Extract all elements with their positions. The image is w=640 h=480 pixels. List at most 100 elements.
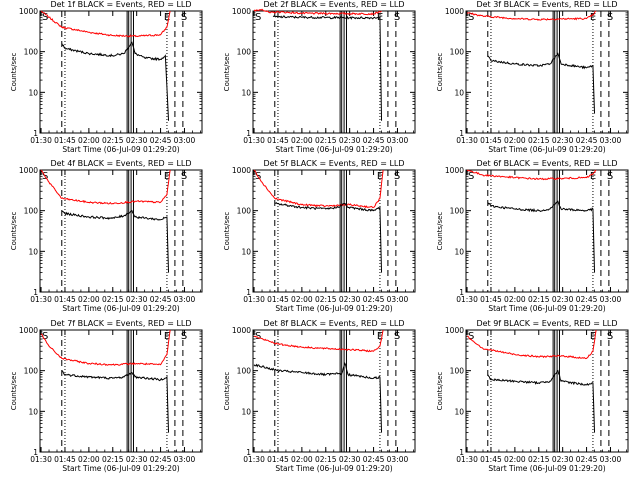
x-tick-label: 03:00 [387, 295, 409, 304]
detector-panel: Det 3f BLACK = Events, RED = LLD 1 10 100 10… [436, 0, 629, 154]
panel-title: Det 6f BLACK = Events, RED = LLD [476, 159, 617, 168]
x-tick-label: 01:45 [480, 295, 502, 304]
y-tick-label: 100 [237, 367, 252, 376]
y-tick-label: 1000 [445, 166, 464, 175]
x-tick-label: 02:30 [126, 295, 148, 304]
marker-e: E [377, 331, 383, 342]
y-tick-label: 10 [241, 247, 251, 256]
y-tick-label: 100 [24, 367, 39, 376]
x-tick-label: 02:00 [291, 455, 313, 464]
marker-s-right: S [181, 12, 187, 23]
x-axis-label: Start Time (06-Jul-09 01:29:20) [275, 145, 392, 154]
y-tick-label: 1000 [445, 7, 464, 16]
y-tick-label: 1 [246, 448, 251, 457]
x-axis-label: Start Time (06-Jul-09 01:29:20) [488, 145, 605, 154]
marker-s-left: S [255, 12, 261, 23]
x-tick-label: 02:45 [576, 136, 598, 145]
x-tick-label: 01:30 [456, 455, 478, 464]
x-tick-label: 02:45 [150, 136, 172, 145]
y-tick-label: 1000 [445, 326, 464, 335]
y-tick-label: 1 [246, 129, 251, 138]
marker-e: E [590, 171, 596, 182]
y-tick-label: 1 [459, 288, 464, 297]
marker-e: E [377, 171, 383, 182]
detector-panel: Det 4f BLACK = Events, RED = LLD 1 10 100 10… [10, 159, 203, 313]
y-tick-label: 100 [450, 367, 465, 376]
y-axis-label: Counts/sec [10, 53, 18, 92]
x-tick-label: 02:00 [291, 136, 313, 145]
x-axis-label: Start Time (06-Jul-09 01:29:20) [62, 304, 179, 313]
y-tick-label: 10 [454, 407, 464, 416]
y-tick-label: 1000 [232, 7, 251, 16]
x-tick-label: 02:00 [504, 136, 526, 145]
events-series-line [272, 15, 383, 121]
y-axis-label: Counts/sec [436, 212, 444, 251]
y-tick-label: 100 [450, 207, 465, 216]
y-tick-label: 1000 [19, 326, 38, 335]
y-tick-label: 10 [454, 247, 464, 256]
lld-series-line [467, 329, 597, 360]
lld-series-line [253, 329, 384, 353]
x-tick-label: 01:30 [456, 295, 478, 304]
x-tick-label: 02:30 [339, 455, 361, 464]
y-tick-label: 100 [24, 48, 39, 57]
events-series-line [253, 362, 383, 433]
y-tick-label: 10 [241, 88, 251, 97]
x-tick-label: 01:30 [243, 136, 265, 145]
x-tick-label: 02:00 [504, 295, 526, 304]
marker-s-right: S [607, 12, 613, 23]
y-axis-label: Counts/sec [10, 372, 18, 411]
x-tick-label: 02:15 [315, 455, 337, 464]
x-tick-label: 02:45 [363, 295, 385, 304]
x-tick-label: 02:30 [552, 295, 574, 304]
events-series-line [61, 370, 170, 433]
y-tick-label: 1 [459, 129, 464, 138]
y-tick-label: 1 [33, 288, 38, 297]
x-tick-label: 02:30 [552, 455, 574, 464]
x-axis-label: Start Time (06-Jul-09 01:29:20) [275, 304, 392, 313]
x-axis-label: Start Time (06-Jul-09 01:29:20) [62, 464, 179, 473]
lld-series-line [253, 169, 384, 209]
y-tick-label: 1000 [19, 166, 38, 175]
x-tick-label: 03:00 [387, 136, 409, 145]
marker-s-right: S [181, 331, 187, 342]
marker-s-right: S [394, 171, 400, 182]
marker-s-left: S [42, 331, 48, 342]
x-tick-label: 02:45 [363, 136, 385, 145]
y-tick-label: 1000 [232, 326, 251, 335]
panel-title: Det 8f BLACK = Events, RED = LLD [263, 319, 404, 328]
y-axis-label: Counts/sec [10, 212, 18, 251]
x-axis-label: Start Time (06-Jul-09 01:29:20) [62, 145, 179, 154]
x-tick-label: 02:00 [78, 295, 100, 304]
x-tick-label: 02:45 [150, 455, 172, 464]
marker-s-right: S [181, 171, 187, 182]
x-tick-label: 02:30 [126, 136, 148, 145]
marker-e: E [164, 171, 170, 182]
x-tick-label: 03:00 [600, 136, 622, 145]
y-tick-label: 10 [454, 88, 464, 97]
x-tick-label: 01:30 [30, 295, 52, 304]
y-tick-label: 1 [246, 288, 251, 297]
y-axis-label: Counts/sec [436, 53, 444, 92]
x-tick-label: 02:00 [78, 455, 100, 464]
lld-series-line [466, 10, 597, 21]
y-axis-label: Counts/sec [223, 53, 231, 92]
detector-panel: Det 2f BLACK = Events, RED = LLD 1 10 100 10… [223, 0, 416, 154]
x-tick-label: 02:15 [315, 136, 337, 145]
detector-panel: Det 7f BLACK = Events, RED = LLD 1 10 100 10… [10, 319, 203, 473]
panel-title: Det 3f BLACK = Events, RED = LLD [476, 0, 617, 9]
marker-s-left: S [468, 331, 474, 342]
events-series-line [61, 210, 170, 273]
x-tick-label: 02:30 [339, 136, 361, 145]
lld-series-line [466, 169, 597, 181]
y-tick-label: 10 [28, 407, 38, 416]
marker-s-left: S [468, 12, 474, 23]
x-tick-label: 02:45 [363, 455, 385, 464]
events-series-line [487, 52, 596, 114]
x-tick-label: 02:15 [102, 136, 124, 145]
y-tick-label: 100 [450, 48, 465, 57]
marker-s-right: S [607, 171, 613, 182]
x-tick-label: 01:30 [456, 136, 478, 145]
panel-title: Det 4f BLACK = Events, RED = LLD [50, 159, 191, 168]
